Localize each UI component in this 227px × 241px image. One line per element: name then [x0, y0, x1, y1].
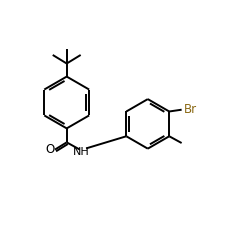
Text: Br: Br [183, 103, 197, 116]
Text: O: O [45, 143, 54, 156]
Text: NH: NH [72, 147, 89, 157]
